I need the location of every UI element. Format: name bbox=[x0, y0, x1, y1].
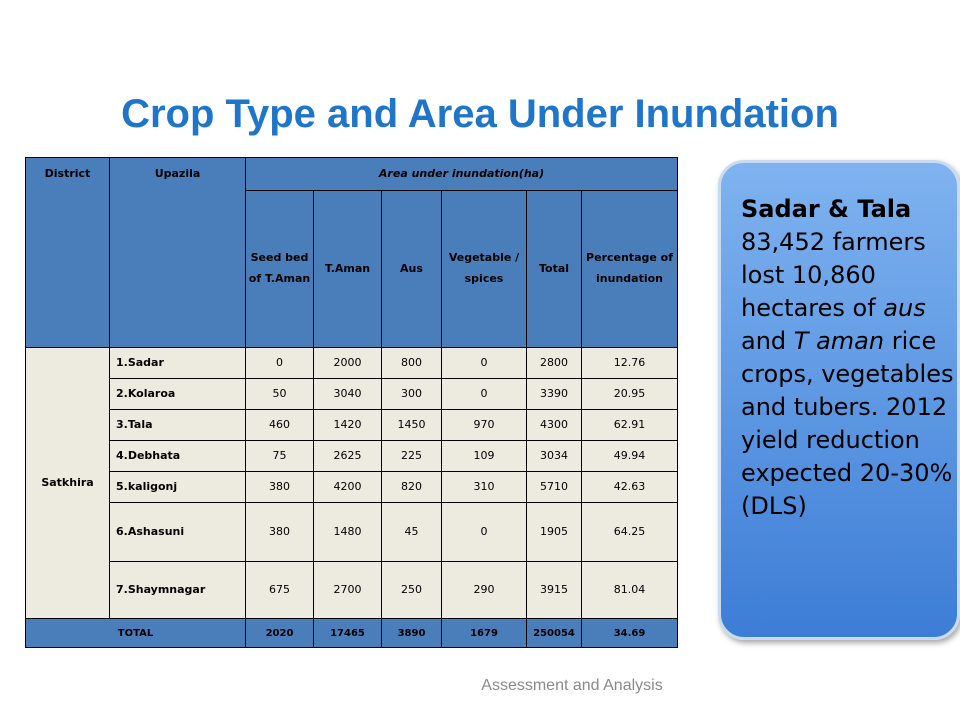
value-cell: 310 bbox=[441, 471, 527, 503]
value-cell: 800 bbox=[381, 347, 442, 379]
value-cell: 820 bbox=[381, 471, 442, 503]
value-cell: 3915 bbox=[526, 561, 582, 619]
value-cell: 2800 bbox=[526, 347, 582, 379]
value-cell: 4200 bbox=[313, 471, 382, 503]
table-row: 4.Debhata 75 2625 225 109 3034 49.94 bbox=[26, 440, 679, 472]
district-cell: Satkhira bbox=[25, 347, 110, 619]
value-cell: 20.95 bbox=[580, 378, 679, 410]
callout-text-part: 83,452 farmers lost 10,860 hectares of bbox=[741, 228, 926, 322]
upazila-cell: 2.Kolaroa bbox=[109, 378, 246, 410]
value-cell: 50 bbox=[245, 378, 314, 410]
value-cell: 675 bbox=[245, 561, 314, 619]
value-cell: 1905 bbox=[526, 502, 582, 562]
value-cell: 75 bbox=[245, 440, 314, 472]
table-row: Satkhira 1.Sadar 0 2000 800 0 2800 12.76 bbox=[25, 347, 679, 619]
page-title: Crop Type and Area Under Inundation bbox=[121, 92, 839, 136]
callout-aus: aus bbox=[883, 294, 926, 322]
value-cell: 300 bbox=[381, 378, 442, 410]
upazila-cell: 1.Sadar bbox=[109, 347, 246, 379]
total-cell: 2020 bbox=[245, 618, 314, 648]
footer-text: Assessment and Analysis bbox=[481, 677, 663, 694]
table-row: 7.Shaymnagar 675 2700 250 290 3915 81.04 bbox=[26, 561, 679, 619]
total-row: TOTAL 2020 17465 3890 1679 250054 34.69 bbox=[25, 618, 679, 648]
value-cell: 12.76 bbox=[580, 347, 679, 379]
value-cell: 109 bbox=[441, 440, 527, 472]
area-group-header: Area under inundation(ha) bbox=[244, 157, 679, 191]
table-row: 2.Kolaroa 50 3040 300 0 3390 20.95 bbox=[26, 378, 679, 410]
value-cell: 4300 bbox=[526, 409, 582, 441]
district-header: District bbox=[25, 157, 110, 348]
value-cell: 2000 bbox=[313, 347, 382, 379]
info-callout: Sadar & Tala 83,452 farmers lost 10,860 … bbox=[718, 160, 960, 640]
total-cell: 17465 bbox=[313, 618, 382, 648]
table-row: 5.kaligonj 380 4200 820 310 5710 42.63 bbox=[26, 471, 679, 503]
col-header: Seed bed of T.Aman bbox=[245, 190, 314, 348]
value-cell: 1450 bbox=[381, 409, 442, 441]
total-cell: 250054 bbox=[526, 618, 582, 648]
total-cell: 1679 bbox=[441, 618, 527, 648]
value-cell: 1480 bbox=[313, 502, 382, 562]
value-cell: 290 bbox=[441, 561, 527, 619]
value-cell: 380 bbox=[245, 471, 314, 503]
value-cell: 64.25 bbox=[580, 502, 679, 562]
upazila-cell: 7.Shaymnagar bbox=[109, 561, 246, 619]
total-cell: 3890 bbox=[381, 618, 442, 648]
upazila-cell: 3.Tala bbox=[109, 409, 246, 441]
value-cell: 2625 bbox=[313, 440, 382, 472]
callout-heading: Sadar & Tala bbox=[741, 195, 912, 223]
value-cell: 1420 bbox=[313, 409, 382, 441]
upazila-cell: 6.Ashasuni bbox=[109, 502, 246, 562]
value-cell: 380 bbox=[245, 502, 314, 562]
callout-text-part: and bbox=[741, 327, 794, 355]
upazila-cell: 4.Debhata bbox=[109, 440, 246, 472]
value-cell: 0 bbox=[441, 347, 527, 379]
value-cell: 42.63 bbox=[580, 471, 679, 503]
value-cell: 49.94 bbox=[580, 440, 679, 472]
inundation-table: District Upazila Area under inundation(h… bbox=[25, 157, 679, 648]
value-cell: 970 bbox=[441, 409, 527, 441]
value-cell: 460 bbox=[245, 409, 314, 441]
value-cell: 0 bbox=[441, 502, 527, 562]
callout-taman: T aman bbox=[793, 327, 885, 355]
value-cell: 3034 bbox=[526, 440, 582, 472]
value-cell: 3390 bbox=[526, 378, 582, 410]
value-cell: 81.04 bbox=[580, 561, 679, 619]
col-header: Percentage of inundation bbox=[580, 190, 679, 348]
upazila-header: Upazila bbox=[109, 157, 246, 348]
total-label: TOTAL bbox=[25, 618, 246, 648]
total-cell: 34.69 bbox=[580, 618, 679, 648]
col-header: T.Aman bbox=[313, 190, 382, 348]
col-header: Aus bbox=[381, 190, 442, 348]
value-cell: 225 bbox=[381, 440, 442, 472]
table-row: 6.Ashasuni 380 1480 45 0 1905 64.25 bbox=[26, 502, 679, 562]
col-header: Vegetable / spices bbox=[441, 190, 527, 348]
value-cell: 62.91 bbox=[580, 409, 679, 441]
table-row: 3.Tala 460 1420 1450 970 4300 62.91 bbox=[26, 409, 679, 441]
value-cell: 0 bbox=[245, 347, 314, 379]
value-cell: 2700 bbox=[313, 561, 382, 619]
value-cell: 3040 bbox=[313, 378, 382, 410]
upazila-cell: 5.kaligonj bbox=[109, 471, 246, 503]
col-header: Total bbox=[526, 190, 582, 348]
value-cell: 45 bbox=[381, 502, 442, 562]
value-cell: 250 bbox=[381, 561, 442, 619]
callout-text-part: rice crops, vegetables and tubers. 2012 … bbox=[741, 327, 954, 520]
value-cell: 5710 bbox=[526, 471, 582, 503]
callout-text: Sadar & Tala 83,452 farmers lost 10,860 … bbox=[741, 193, 960, 523]
value-cell: 0 bbox=[441, 378, 527, 410]
